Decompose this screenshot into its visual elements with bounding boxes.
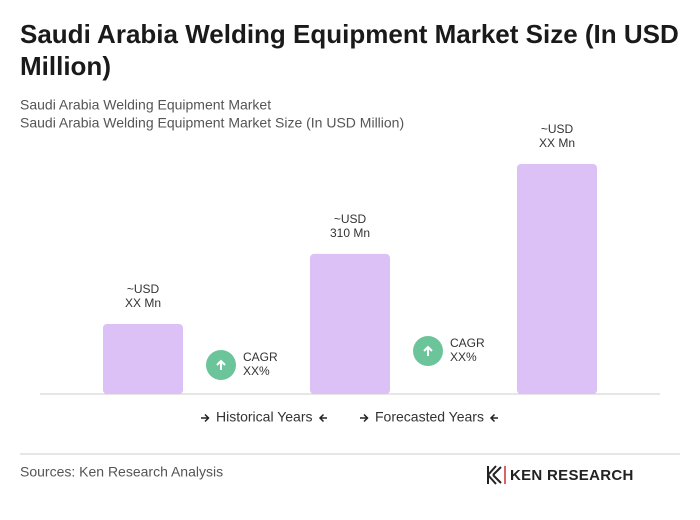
value-label: ~USD [541,122,574,136]
cagr-arrow [216,359,226,370]
cagr-value: XX% [243,364,270,378]
logo: KEN RESEARCH [487,465,634,485]
value-label: XX Mn [125,296,161,310]
value-label: ~USD [127,282,160,296]
cagr-label: CAGR [450,336,485,350]
legend-arrow [360,413,369,423]
source: Sources: Ken Research Analysis [20,464,223,480]
legend-label: Historical Years [216,409,313,425]
chart-title: Saudi Arabia Welding Equipment Market Si… [20,19,679,81]
logo-text: KEN RESEARCH [510,467,634,484]
logo-mark [487,465,502,485]
value-label: ~USD [334,212,367,226]
bar [517,164,597,394]
subtitle: Saudi Arabia Welding Equipment Market [20,97,271,113]
cagr-label: CAGR [243,350,278,364]
value-label: XX Mn [539,136,575,150]
bar [103,323,183,394]
cagr-arrow [423,345,433,356]
legend-label: Forecasted Years [375,409,484,425]
value-label: 310 Mn [330,226,370,240]
bar [310,253,390,394]
legend-arrow [318,413,327,423]
legend-arrow [489,413,498,423]
legend-arrow [201,413,210,423]
cagr-value: XX% [450,350,477,364]
subtitle: Saudi Arabia Welding Equipment Market Si… [20,115,404,131]
